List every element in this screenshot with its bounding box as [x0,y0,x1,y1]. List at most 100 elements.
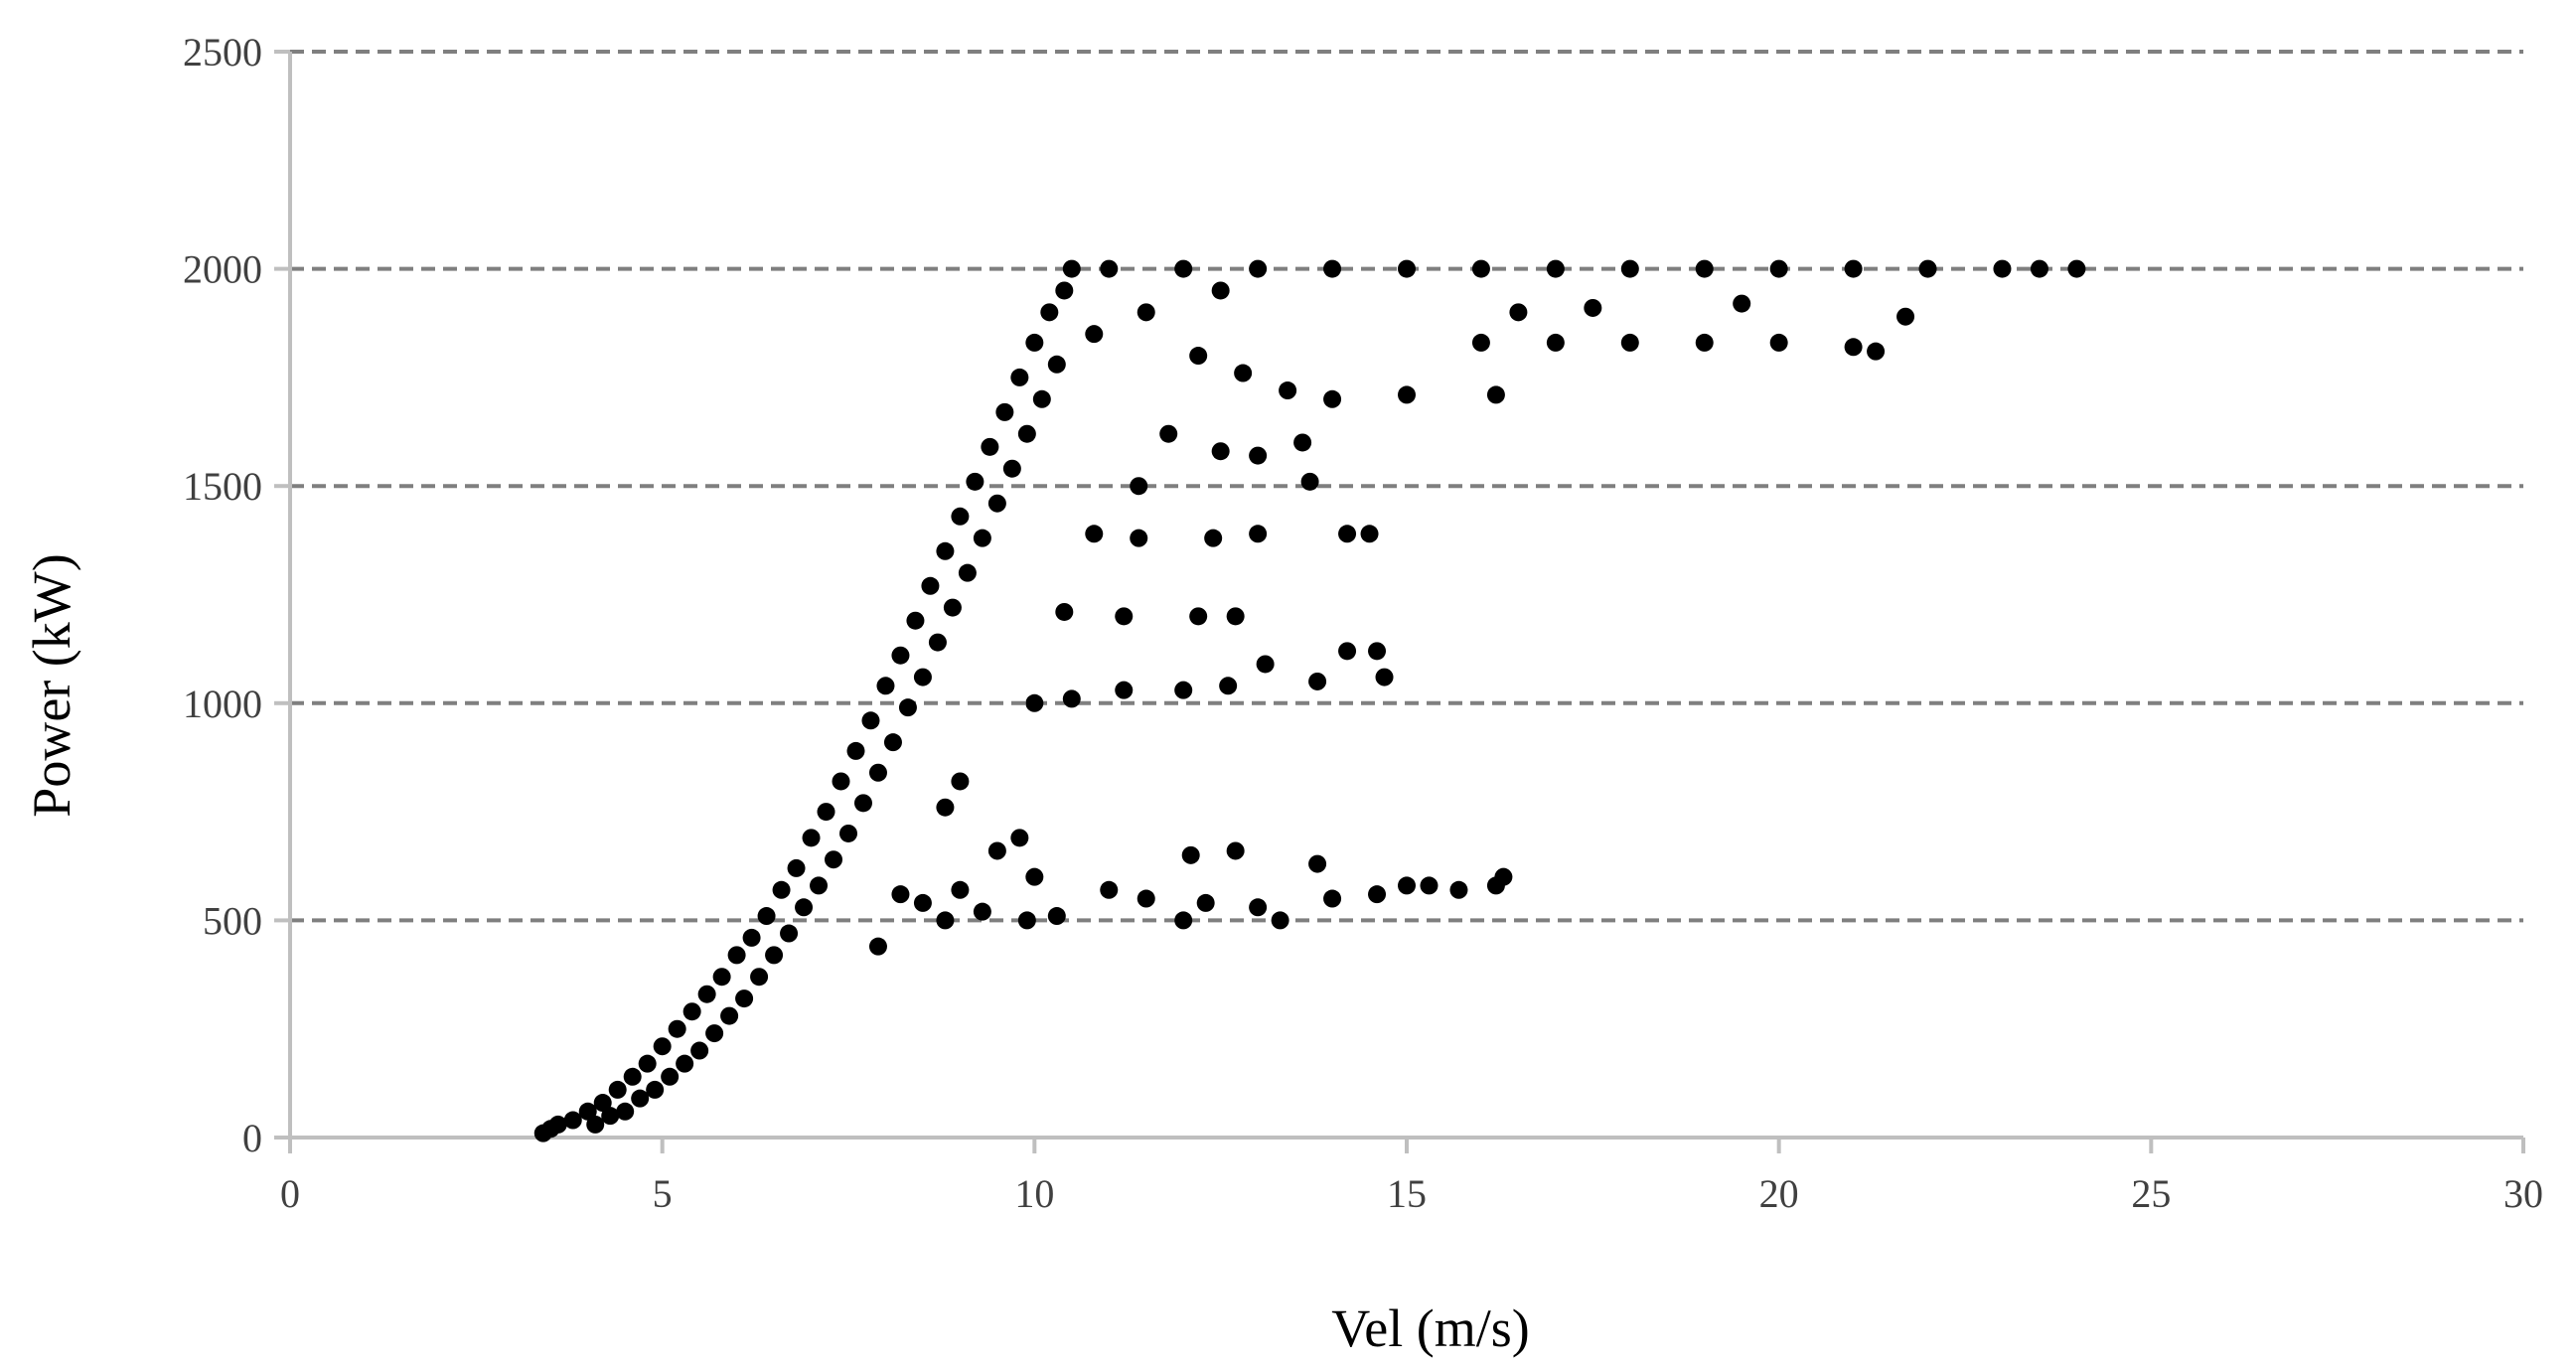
data-point [623,1067,642,1086]
data-point [987,494,1006,513]
x-axis-title: Vel (m/s) [1331,1298,1529,1358]
data-point [1300,472,1319,491]
data-point [2067,259,2086,278]
data-point [1047,907,1066,926]
data-point [772,880,791,899]
data-point [1323,889,1342,908]
data-point [1695,333,1714,352]
data-point [676,1054,694,1073]
data-point [727,946,746,965]
tick-labels: 0 500 1000 1500 2000 2500 0 5 10 15 20 25 30 [183,30,2543,1216]
data-point [1896,307,1915,326]
data-points [533,259,2086,1142]
data-point [631,1089,650,1108]
data-point [1338,642,1357,661]
data-point [638,1054,657,1073]
data-point [712,968,731,987]
y-tick-label-1000: 1000 [183,682,262,726]
data-point [817,803,835,822]
x-tick-label-0: 0 [280,1171,300,1216]
data-point [995,402,1014,421]
y-tick-label-2000: 2000 [183,247,262,292]
data-point [802,829,821,847]
data-point [1368,885,1387,904]
data-point [1844,259,1863,278]
data-point [735,989,754,1008]
data-point [1398,876,1416,895]
data-point [1249,446,1268,465]
data-point [1471,259,1490,278]
axes [274,50,2525,1153]
data-point [898,698,917,717]
data-point [1323,259,1342,278]
data-point [876,677,895,695]
data-point [891,885,910,904]
data-point [966,472,985,491]
data-point [1189,347,1208,366]
data-point [1100,880,1119,899]
x-tick-label-10: 10 [1014,1171,1054,1216]
data-point [1189,607,1208,626]
data-point [1844,338,1863,357]
data-point [936,541,955,560]
data-point [780,924,799,943]
data-point [1279,381,1297,400]
data-point [1219,677,1238,695]
data-point [795,898,814,917]
data-point [810,876,829,895]
data-point [861,711,880,730]
data-point [2030,259,2048,278]
data-point [1017,424,1036,443]
data-point [1196,893,1215,912]
data-point [1136,303,1155,322]
data-point [1249,898,1268,917]
data-point [1584,298,1602,317]
data-point [1420,876,1439,895]
data-point [1010,368,1029,386]
data-point [548,1115,567,1134]
data-point [653,1037,672,1056]
data-point [1449,880,1468,899]
data-point [1025,693,1044,712]
data-point [1993,259,2012,278]
data-point [1055,281,1074,300]
data-point [883,733,902,752]
data-point [1733,294,1751,313]
data-point [1204,529,1223,547]
data-point [601,1107,620,1126]
data-point [1323,389,1342,408]
data-point [1249,525,1268,543]
data-point [951,507,970,526]
data-point [1025,333,1044,352]
data-point [891,646,910,665]
data-point [958,563,977,582]
data-point [1002,459,1021,478]
data-point [1115,681,1134,699]
data-point [1136,889,1155,908]
data-point [1249,259,1268,278]
data-point [1211,442,1230,461]
data-point [608,1080,627,1099]
data-point [1115,607,1134,626]
x-tick-label-25: 25 [2131,1171,2171,1216]
y-tick-label-1500: 1500 [183,464,262,509]
data-point [1546,333,1565,352]
data-point [616,1102,635,1121]
data-point [1620,333,1639,352]
data-point [1271,911,1289,930]
data-point [839,824,857,842]
data-point [1546,259,1565,278]
y-tick-label-0: 0 [242,1116,262,1160]
data-point [1040,303,1059,322]
data-point [1293,433,1312,452]
data-point [853,794,872,813]
data-point [593,1094,612,1113]
data-point [1338,525,1357,543]
y-tick-label-500: 500 [203,898,262,943]
data-point [1181,845,1200,864]
data-point [1100,259,1119,278]
x-tick-label-15: 15 [1387,1171,1427,1216]
data-point [787,858,806,877]
x-tick-label-5: 5 [653,1171,673,1216]
